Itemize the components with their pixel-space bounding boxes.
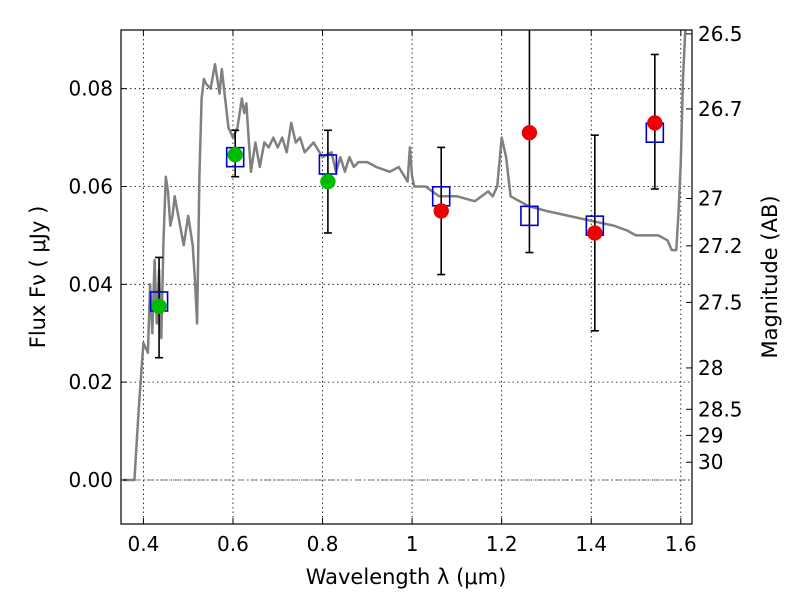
y2-tick-label: 28.5 xyxy=(698,397,743,421)
x-tick-label: 0.4 xyxy=(127,532,159,556)
x-tick-label: 1 xyxy=(406,532,419,556)
y-tick-label: 0.02 xyxy=(68,370,113,394)
y-tick-label: 0.04 xyxy=(68,272,113,296)
ticks: 0.4 0.6 0.8 1 1.2 1.4 1.6 0.00 0.02 0.04 0.06 0.08 2… xyxy=(68,22,742,556)
y2-tick-label: 26.7 xyxy=(698,97,743,121)
observed-flux-point xyxy=(227,146,243,163)
error-bars xyxy=(155,30,659,359)
template-spectrum xyxy=(123,29,687,482)
plot-frame xyxy=(120,29,693,525)
y-tick-label: 0.06 xyxy=(68,175,113,199)
x-tick-label: 0.8 xyxy=(307,532,339,556)
y2-tick-label: 27.5 xyxy=(698,290,743,314)
x-tick-label: 1.4 xyxy=(575,532,607,556)
x-axis-label: Wavelength λ (μm) xyxy=(306,565,507,589)
observed-flux-point xyxy=(320,173,336,190)
observed-flux-point xyxy=(521,124,538,141)
y-tick-label: 0.08 xyxy=(68,77,113,101)
y2-tick-label: 27.2 xyxy=(698,234,743,258)
observed-flux-point xyxy=(433,203,449,219)
spectrum-line xyxy=(123,29,687,482)
model-flux-square xyxy=(520,205,539,227)
x-tick-label: 1.2 xyxy=(486,532,518,556)
y2-tick-label: 30 xyxy=(698,450,723,474)
y2-tick-label: 26.5 xyxy=(698,22,743,46)
x-tick-label: 0.6 xyxy=(217,532,249,556)
y2-tick-label: 28 xyxy=(698,356,723,380)
y-axis-label: Flux Fν ( μJy ) xyxy=(26,206,50,349)
y2-tick-label: 29 xyxy=(698,423,723,447)
observed-flux-point xyxy=(647,115,663,131)
photometry-markers xyxy=(149,115,665,315)
y2-axis-label: Magnitude (AB) xyxy=(758,195,782,358)
observed-flux-point xyxy=(587,225,603,241)
x-tick-label: 1.6 xyxy=(665,532,697,556)
observed-flux-point xyxy=(151,298,167,315)
grid xyxy=(121,30,692,524)
y-tick-label: 0.00 xyxy=(68,468,113,492)
y2-tick-label: 27 xyxy=(698,187,723,211)
